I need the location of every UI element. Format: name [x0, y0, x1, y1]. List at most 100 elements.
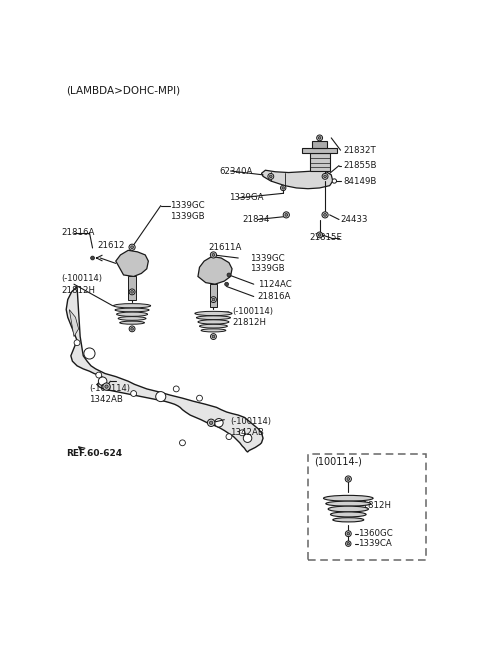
- Text: 1339GA: 1339GA: [229, 193, 264, 202]
- Circle shape: [322, 174, 328, 179]
- Circle shape: [322, 212, 328, 218]
- Text: 21612: 21612: [97, 241, 125, 250]
- Text: REF.60-624: REF.60-624: [66, 449, 122, 458]
- Circle shape: [212, 335, 215, 338]
- Polygon shape: [116, 250, 148, 276]
- Circle shape: [283, 212, 289, 218]
- Text: 21815E: 21815E: [310, 233, 343, 242]
- Circle shape: [131, 328, 133, 330]
- Ellipse shape: [200, 324, 228, 328]
- Polygon shape: [198, 257, 232, 284]
- Ellipse shape: [195, 311, 232, 316]
- Circle shape: [91, 256, 95, 260]
- Circle shape: [280, 185, 286, 191]
- Text: 21855B: 21855B: [343, 161, 376, 170]
- Circle shape: [210, 252, 216, 258]
- Circle shape: [215, 419, 223, 427]
- Circle shape: [196, 395, 203, 401]
- Text: 1339CA: 1339CA: [358, 539, 391, 548]
- Circle shape: [345, 476, 351, 482]
- Circle shape: [332, 179, 336, 183]
- Text: (-100114): (-100114): [89, 384, 131, 394]
- Polygon shape: [312, 141, 327, 148]
- Circle shape: [226, 434, 232, 440]
- Circle shape: [103, 383, 110, 390]
- Ellipse shape: [118, 316, 146, 320]
- Circle shape: [346, 541, 351, 546]
- Circle shape: [74, 340, 80, 346]
- Text: 21812H: 21812H: [232, 318, 266, 328]
- Circle shape: [212, 253, 215, 256]
- Circle shape: [211, 333, 216, 339]
- Text: 21812H: 21812H: [358, 502, 392, 510]
- Text: 21816A: 21816A: [61, 228, 95, 237]
- Polygon shape: [310, 153, 330, 171]
- Circle shape: [131, 291, 133, 293]
- Polygon shape: [69, 310, 79, 337]
- Circle shape: [156, 392, 166, 402]
- Text: (100114-): (100114-): [314, 457, 362, 466]
- Text: 1342AB: 1342AB: [230, 428, 264, 436]
- Circle shape: [98, 377, 107, 385]
- Circle shape: [129, 244, 135, 250]
- Circle shape: [84, 348, 95, 359]
- Circle shape: [173, 386, 179, 392]
- Circle shape: [317, 135, 323, 141]
- Ellipse shape: [201, 329, 226, 332]
- Text: 21812H: 21812H: [61, 286, 96, 295]
- Text: (-100114): (-100114): [61, 274, 103, 284]
- Circle shape: [282, 187, 285, 189]
- Circle shape: [180, 440, 185, 446]
- Text: (-100114): (-100114): [230, 417, 272, 426]
- Circle shape: [131, 246, 133, 249]
- Ellipse shape: [324, 495, 373, 501]
- Text: 21832T: 21832T: [343, 145, 376, 155]
- Circle shape: [243, 434, 252, 442]
- Text: (LAMBDA>DOHC-MPI): (LAMBDA>DOHC-MPI): [66, 85, 180, 95]
- Ellipse shape: [198, 320, 229, 324]
- Polygon shape: [262, 170, 333, 189]
- Text: 21816A: 21816A: [258, 292, 291, 301]
- Ellipse shape: [330, 512, 366, 517]
- Circle shape: [317, 232, 323, 238]
- Polygon shape: [210, 284, 216, 307]
- Polygon shape: [66, 286, 263, 452]
- Circle shape: [285, 214, 288, 216]
- Ellipse shape: [326, 501, 371, 506]
- Text: 21834: 21834: [242, 215, 270, 224]
- Ellipse shape: [115, 308, 149, 312]
- Circle shape: [105, 385, 108, 388]
- Circle shape: [211, 297, 216, 303]
- Ellipse shape: [113, 304, 151, 308]
- Circle shape: [207, 419, 215, 426]
- Text: 21611A: 21611A: [209, 244, 242, 252]
- Ellipse shape: [196, 316, 230, 320]
- Text: 1339GC: 1339GC: [250, 253, 285, 263]
- Text: 1124AC: 1124AC: [258, 280, 291, 289]
- Ellipse shape: [120, 321, 144, 324]
- Text: 62340A: 62340A: [219, 166, 252, 176]
- Text: 24433: 24433: [340, 215, 368, 224]
- Circle shape: [318, 137, 321, 140]
- Circle shape: [347, 533, 349, 535]
- Circle shape: [347, 542, 349, 545]
- Ellipse shape: [333, 517, 364, 522]
- Ellipse shape: [117, 312, 147, 316]
- Circle shape: [239, 430, 245, 436]
- Text: (-100114): (-100114): [232, 307, 273, 316]
- Circle shape: [268, 174, 274, 179]
- Polygon shape: [302, 148, 337, 153]
- Text: 1342AB: 1342AB: [89, 395, 123, 404]
- Circle shape: [96, 372, 102, 378]
- Ellipse shape: [328, 506, 369, 512]
- Circle shape: [345, 531, 351, 536]
- Circle shape: [225, 282, 228, 286]
- Circle shape: [212, 298, 215, 301]
- Circle shape: [129, 326, 135, 332]
- Circle shape: [347, 477, 350, 480]
- Circle shape: [227, 273, 231, 277]
- Text: 1339GB: 1339GB: [170, 212, 204, 221]
- Polygon shape: [128, 276, 136, 299]
- Circle shape: [324, 214, 326, 216]
- Text: 1339GB: 1339GB: [250, 264, 285, 273]
